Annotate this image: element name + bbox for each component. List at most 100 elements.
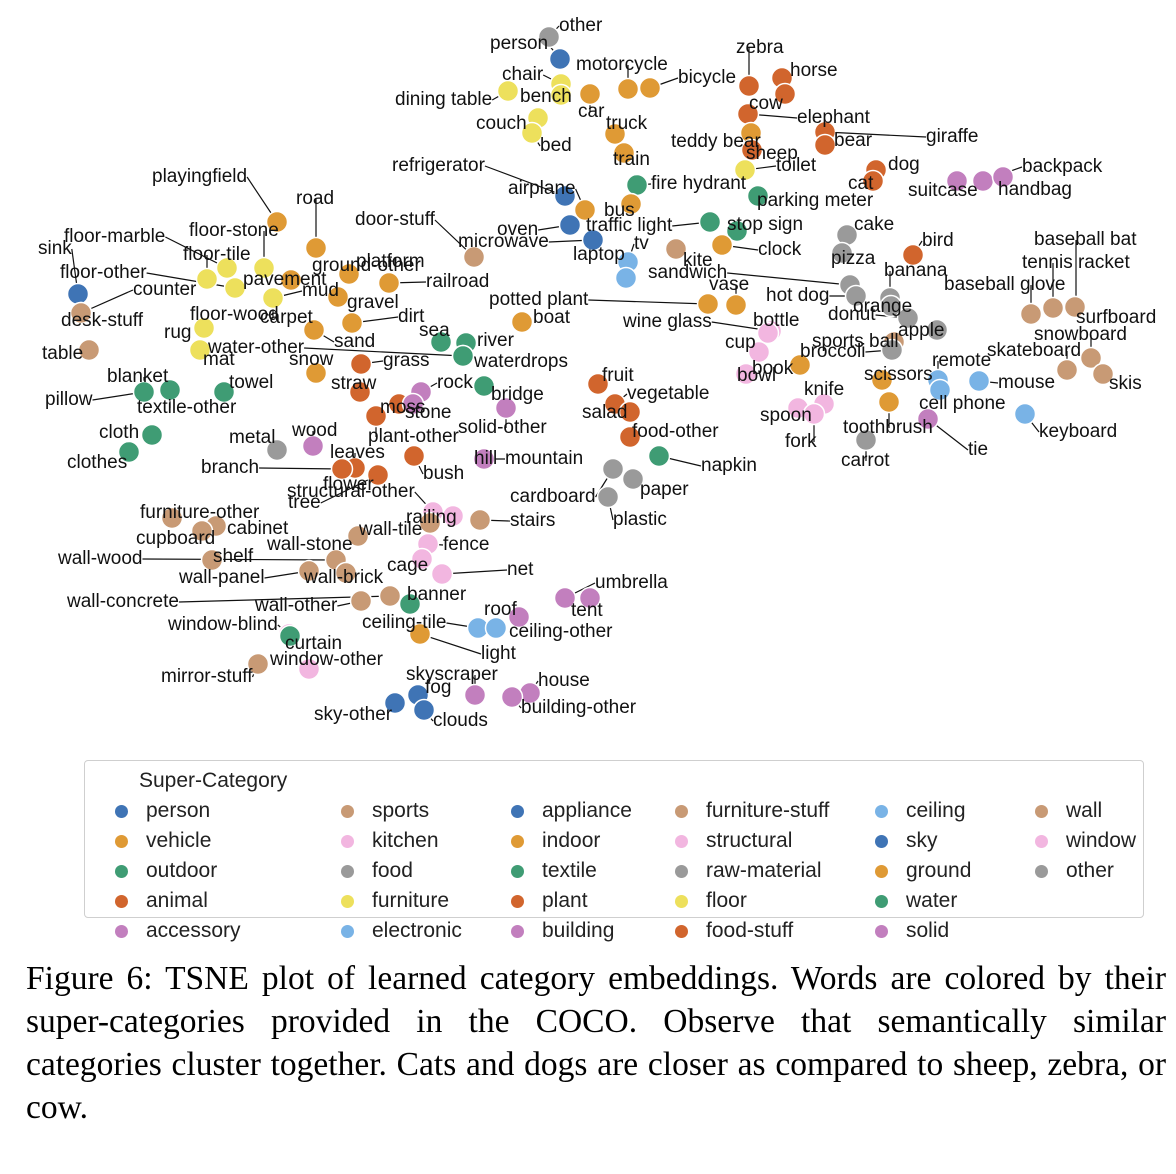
legend-label: other xyxy=(1066,859,1114,882)
point-solid-other xyxy=(494,396,518,420)
point-label-wood: wood xyxy=(291,420,337,441)
point-furniture-other xyxy=(160,506,184,530)
point-label-scissors: scissors xyxy=(864,364,933,385)
point-floor-other xyxy=(223,276,247,300)
point-surfboard xyxy=(1063,295,1087,319)
point-rug xyxy=(192,316,216,340)
point-label-light: light xyxy=(481,643,517,664)
point-label-moss: moss xyxy=(380,397,425,418)
leader-line-refrigerator xyxy=(484,165,566,197)
point-label-window-other: window-other xyxy=(269,649,384,670)
point-label-shelf: shelf xyxy=(213,546,254,567)
point-vase xyxy=(724,293,748,317)
point-book xyxy=(788,353,812,377)
legend-marker xyxy=(1035,804,1048,818)
legend-item-food: food xyxy=(341,857,413,885)
legend-label: kitchen xyxy=(372,829,439,852)
legend-marker xyxy=(875,864,888,878)
point-label-dog: dog xyxy=(888,154,920,175)
point-wood xyxy=(301,434,325,458)
point-laptop xyxy=(614,266,638,290)
legend-marker xyxy=(341,864,354,878)
point-label-oven: oven xyxy=(497,219,538,240)
point-car xyxy=(578,82,602,106)
legend-item-solid: solid xyxy=(875,917,949,945)
legend-label: textile xyxy=(542,859,597,882)
point-floor-marble xyxy=(215,256,239,280)
point-labels: otherpersonmotorcyclebicyclechairbenchca… xyxy=(38,15,1156,731)
legend-label: plant xyxy=(542,889,588,912)
legend-marker xyxy=(115,834,128,848)
point-label-furniture-other: furniture-other xyxy=(140,502,260,523)
point-label-bear: bear xyxy=(834,130,873,151)
leader-line-floor-other xyxy=(146,272,236,289)
legend-item-water: water xyxy=(875,887,957,915)
point-label-bridge: bridge xyxy=(491,384,544,405)
tsne-scatter-plot: otherpersonmotorcyclebicyclechairbenchca… xyxy=(38,15,1156,731)
point-wall-concrete xyxy=(378,584,402,608)
point-label-vegetable: vegetable xyxy=(627,383,709,404)
legend-item-textile: textile xyxy=(511,857,597,885)
point-cupboard xyxy=(190,519,214,543)
point-banner xyxy=(398,592,422,616)
point-waterdrops xyxy=(451,344,475,368)
legend-marker xyxy=(511,834,524,848)
point-label-laptop: laptop xyxy=(573,244,625,265)
legend-item-appliance: appliance xyxy=(511,797,632,825)
leader-line-potted plant xyxy=(588,299,709,305)
point-kite xyxy=(664,237,688,261)
point-mountain xyxy=(472,447,496,471)
legend-marker xyxy=(115,864,128,878)
legend-label: window xyxy=(1066,829,1137,852)
legend-marker xyxy=(675,834,688,848)
point-truck xyxy=(603,122,627,146)
legend-marker xyxy=(341,894,354,908)
legend-marker xyxy=(675,894,688,908)
point-label-plant-other: plant-other xyxy=(368,426,460,447)
point-airplane xyxy=(573,198,597,222)
point-label-desk-stuff: desk-stuff xyxy=(61,310,144,331)
point-label-tie: tie xyxy=(968,439,988,460)
point-dirt xyxy=(340,311,364,335)
point-label-ceiling-tile: ceiling-tile xyxy=(362,612,446,633)
point-label-refrigerator: refrigerator xyxy=(392,155,486,176)
point-wall-brick xyxy=(334,561,358,585)
point-stop sign xyxy=(725,219,749,243)
legend-item-sports: sports xyxy=(341,797,429,825)
point-mouse xyxy=(967,369,991,393)
point-label-sky-other: sky-other xyxy=(314,704,393,725)
legend-label: ground xyxy=(906,859,972,882)
point-label-toilet: toilet xyxy=(776,155,817,176)
point-label-wall-concrete: wall-concrete xyxy=(66,591,179,612)
legend-item-sky: sky xyxy=(875,827,938,855)
point-cup xyxy=(747,340,771,364)
legend-marker xyxy=(1035,834,1048,848)
point-label-tennis racket: tennis racket xyxy=(1022,252,1130,273)
point-label-mountain: mountain xyxy=(505,448,583,469)
point-motorcycle xyxy=(616,77,640,101)
point-label-railroad: railroad xyxy=(426,271,489,292)
legend-marker xyxy=(875,834,888,848)
point-label-fence: fence xyxy=(443,534,489,555)
point-cow xyxy=(773,82,797,106)
point-label-bush: bush xyxy=(423,463,464,484)
legend-label: accessory xyxy=(146,919,241,942)
point-branch xyxy=(330,457,354,481)
point-wall-stone xyxy=(346,524,370,548)
point-mirror-stuff xyxy=(246,652,270,676)
point-napkin xyxy=(647,444,671,468)
point-label-stone: stone xyxy=(405,402,451,423)
point-label-snow: snow xyxy=(289,349,334,370)
point-label-spoon: spoon xyxy=(760,405,812,426)
point-label-keyboard: keyboard xyxy=(1039,421,1117,442)
legend-marker xyxy=(1035,864,1048,878)
point-label-sink: sink xyxy=(38,238,72,259)
point-label-airplane: airplane xyxy=(508,178,576,199)
point-broccoli xyxy=(880,338,904,362)
point-handbag xyxy=(991,165,1015,189)
point-label-bed: bed xyxy=(540,135,572,156)
point-label-wall-tile: wall-tile xyxy=(358,519,422,540)
point-label-rug: rug xyxy=(164,322,191,343)
point-orange xyxy=(879,294,903,318)
legend-marker xyxy=(875,924,888,938)
